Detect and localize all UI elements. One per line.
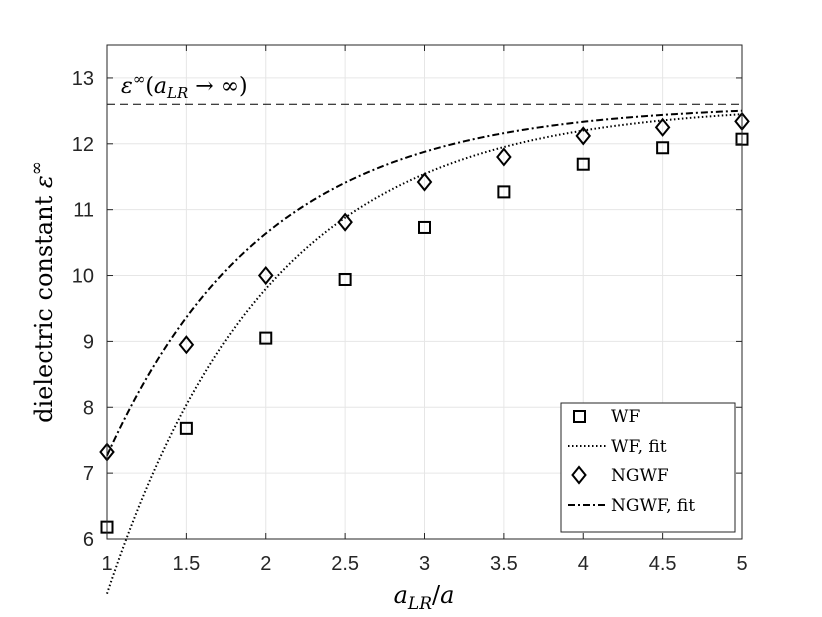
annotation-label: ε∞(aLR → ∞) <box>121 70 248 102</box>
x-axis-label: aLR/a <box>394 581 455 614</box>
data-point-ngwf <box>416 172 433 192</box>
y-tick-label: 13 <box>72 68 94 90</box>
legend: WF WF, fit NGWF NGWF, fit <box>560 402 736 533</box>
y-tick-label: 10 <box>72 266 94 288</box>
x-tick-label: 2 <box>260 553 271 575</box>
axis-ticks <box>106 45 743 540</box>
x-tick-label: 4.5 <box>649 553 677 575</box>
x-tick-label: 5 <box>736 553 747 575</box>
data-point-ngwf <box>654 117 671 137</box>
legend-label-ngwf: NGWF <box>611 466 669 486</box>
data-point-ngwf <box>337 212 353 232</box>
legend-square-marker <box>573 410 586 423</box>
fit-curve-ngwf-fit <box>106 109 743 457</box>
data-point-wf <box>179 421 193 435</box>
y-tick-label: 11 <box>73 200 94 222</box>
data-point-wf <box>259 331 273 345</box>
x-tick-label: 1 <box>101 553 112 575</box>
data-point-ngwf <box>575 126 592 146</box>
data-point-ngwf <box>496 147 512 167</box>
x-tick-label: 4 <box>578 553 589 575</box>
y-tick-label: 12 <box>72 134 94 156</box>
y-axis-label: dielectric constant ε∞ <box>27 161 58 423</box>
legend-item-ngwf-fit: NGWF, fit <box>568 496 695 516</box>
y-tick-label: 6 <box>83 529 94 551</box>
data-point-ngwf <box>257 265 274 286</box>
legend-label-ngwf-fit: NGWF, fit <box>611 496 695 516</box>
y-tick-label: 8 <box>83 397 94 419</box>
legend-item-wf: WF <box>573 407 640 427</box>
x-tick-label: 2.5 <box>331 553 359 575</box>
data-point-ngwf <box>178 335 195 355</box>
data-point-wf <box>656 141 670 155</box>
y-tick-label: 7 <box>83 463 94 485</box>
legend-item-wf-fit: WF, fit <box>568 437 667 457</box>
legend-diamond-marker <box>571 465 587 485</box>
fit-curve-wf-fit <box>106 113 743 595</box>
legend-box <box>560 402 736 533</box>
data-point-wf <box>497 185 511 199</box>
legend-item-ngwf: NGWF <box>571 465 669 486</box>
legend-label-wf: WF <box>611 407 640 427</box>
data-point-wf <box>338 272 352 286</box>
y-tick-label: 9 <box>83 331 94 353</box>
fit-curves <box>106 109 743 595</box>
tick-labels: 1 1.5 2 2.5 3 3.5 4 4.5 5 6 7 8 9 10 11 12 13 <box>72 68 748 575</box>
data-point-wf <box>418 220 431 234</box>
x-tick-label: 3.5 <box>490 553 518 575</box>
data-point-wf <box>576 157 590 171</box>
x-tick-label: 1.5 <box>172 553 200 575</box>
x-tick-label: 3 <box>419 553 430 575</box>
legend-label-wf-fit: WF, fit <box>611 437 667 457</box>
